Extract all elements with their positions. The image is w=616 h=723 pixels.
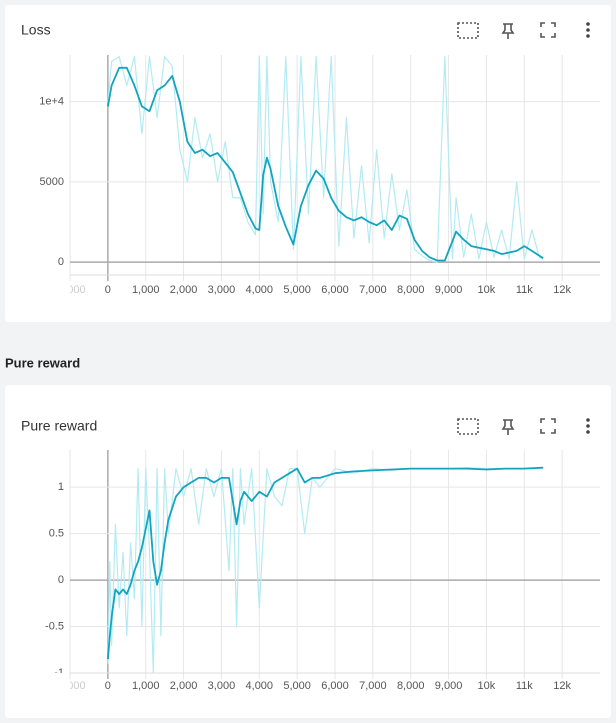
- x-tick-label: 1,000: [132, 680, 160, 692]
- y-tick-label: 1: [58, 481, 64, 493]
- y-tick-label: 0.5: [49, 528, 64, 540]
- x-tick-label: 9,000: [435, 680, 463, 692]
- card-title: Pure reward: [21, 418, 97, 434]
- y-tick-labels: 0 5000 1e+4: [39, 95, 64, 268]
- y-tick-label: 0: [58, 256, 64, 268]
- x-tick-label: 11k: [516, 680, 533, 692]
- x-tick-labels: -1,000 0 1,000 2,000 3,000 4,000 5,000 6,000 7,0…: [54, 680, 572, 692]
- x-tick-label: 10k: [478, 680, 496, 692]
- card-title: Loss: [21, 22, 51, 38]
- x-tick-label: 8,000: [397, 284, 425, 296]
- x-tick-label: 5,000: [283, 680, 311, 692]
- x-tick-label: 12k: [553, 284, 571, 296]
- x-tick-label: 8,000: [397, 680, 425, 692]
- x-tick-label: 6,000: [321, 284, 349, 296]
- y-tick-label: -1: [54, 667, 64, 679]
- x-tick-label: 11k: [516, 284, 533, 296]
- menu-button[interactable]: [586, 418, 590, 434]
- series-line: [107, 466, 544, 660]
- x-tick-label: 2,000: [170, 284, 198, 296]
- y-tick-label: 1e+4: [39, 95, 64, 107]
- x-tick-label: 7,000: [359, 284, 387, 296]
- x-tick-label: 0: [105, 284, 111, 296]
- fullscreen-button[interactable]: [540, 418, 556, 434]
- x-tick-label: 4,000: [246, 284, 274, 296]
- x-tick-label: 3,000: [208, 284, 236, 296]
- x-tick-label: 7,000: [359, 680, 387, 692]
- x-tick-labels: -1,000 0 1,000 2,000 3,000 4,000 5,000 6,000 7,0…: [54, 284, 572, 296]
- x-tick-label: 9,000: [435, 284, 463, 296]
- section-title: Pure reward: [5, 355, 80, 370]
- x-tick-label: 1,000: [132, 284, 160, 296]
- x-tick-label: 12k: [553, 680, 571, 692]
- x-tick-label: 10k: [478, 284, 496, 296]
- x-tick-label: 2,000: [170, 680, 198, 692]
- pin-button[interactable]: [501, 419, 515, 435]
- fullscreen-button[interactable]: [540, 22, 556, 38]
- series-line: [107, 56, 544, 263]
- x-tick-label: 3,000: [208, 680, 236, 692]
- menu-button[interactable]: [586, 22, 590, 38]
- x-tick-label: 5,000: [283, 284, 311, 296]
- y-tick-label: 5000: [40, 176, 64, 188]
- fit-domain-button[interactable]: [457, 22, 479, 39]
- fit-domain-button[interactable]: [457, 418, 479, 435]
- card: [5, 5, 611, 322]
- y-tick-label: -0.5: [45, 620, 64, 632]
- y-tick-labels: -1 -0.5 0 0.5 1: [45, 481, 64, 679]
- x-tick-label: 6,000: [321, 680, 349, 692]
- y-tick-label: 0: [58, 574, 64, 586]
- x-tick-label: 0: [105, 680, 111, 692]
- pin-button[interactable]: [501, 23, 515, 39]
- x-tick-label: -1,000: [54, 680, 85, 692]
- card: [5, 385, 611, 718]
- toolbar: [457, 22, 590, 435]
- x-tick-label: 4,000: [246, 680, 274, 692]
- series-line: [107, 66, 544, 262]
- x-tick-label: -1,000: [54, 284, 85, 296]
